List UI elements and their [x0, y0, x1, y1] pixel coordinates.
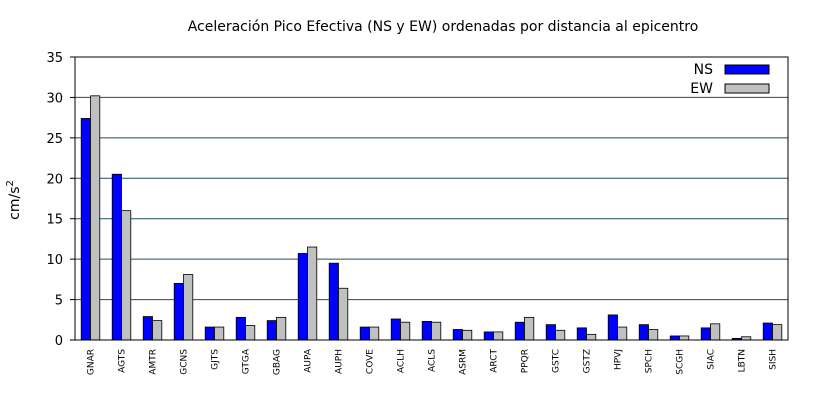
bar-ew-siac: [710, 323, 721, 341]
bar-ns-agts: [111, 173, 122, 341]
legend-swatch-ew: [724, 83, 770, 94]
bar-ns-asrm: [452, 329, 463, 341]
x-tick-label: GNAR: [87, 349, 97, 375]
x-axis: GNAR AGTS AMTR GCNS GJTS GTGA GBAG AUPA AUPH COVE…: [87, 348, 779, 375]
legend-label-ns: NS: [694, 62, 713, 78]
legend: NS EW: [690, 62, 770, 97]
x-tick-label: GBAG: [273, 349, 283, 375]
x-tick-label: PPQR: [521, 349, 531, 373]
y-tick-label: 25: [46, 132, 63, 147]
chart-title: Aceleración Pico Efectiva (NS y EW) orde…: [188, 19, 699, 35]
bar-ew-scgh: [679, 335, 690, 341]
y-axis-label: cm/s2: [5, 180, 23, 220]
bar-ns-cove: [359, 326, 370, 341]
x-tick-label: SIAC: [707, 349, 717, 370]
legend-label-ew: EW: [690, 81, 713, 97]
plot-frame: [74, 56, 789, 341]
bar-ns-auph: [328, 262, 339, 341]
bar-ns-sish: [762, 322, 773, 341]
x-tick-label: GSTZ: [583, 349, 593, 373]
bar-ns-ppqr: [514, 321, 525, 341]
y-axis: 0 5 10 15 20 25 30 35: [46, 51, 75, 349]
bar-ns-scgh: [669, 335, 680, 341]
bar-ns-gstc: [545, 324, 556, 341]
bar-ew-gbag: [276, 316, 287, 341]
bar-ew-gnar: [90, 95, 101, 341]
bar-ns-gcns: [173, 282, 184, 341]
bar-ew-ppqr: [524, 316, 535, 341]
x-tick-label: AMTR: [149, 349, 159, 375]
bars: [80, 95, 783, 341]
bar-ns-hpvj: [607, 314, 618, 341]
y-tick-label: 20: [46, 172, 63, 187]
bar-ew-acls: [431, 321, 442, 341]
bar-ns-gjts: [204, 326, 215, 341]
x-tick-label: COVE: [366, 349, 376, 374]
x-tick-label: GTGA: [242, 348, 252, 374]
x-tick-label: SISH: [769, 349, 779, 370]
bar-ns-amtr: [142, 316, 153, 341]
bar-ew-gtga: [245, 325, 256, 341]
x-tick-label: SCGH: [676, 349, 686, 375]
y-tick-label: 35: [46, 51, 63, 66]
bar-ew-aclh: [400, 321, 411, 341]
bar-ns-aupa: [297, 253, 308, 341]
bar-ns-gnar: [80, 118, 91, 341]
bar-ew-cove: [369, 326, 380, 341]
x-tick-label: LBTN: [738, 349, 748, 372]
bar-ew-gjts: [214, 326, 225, 341]
bar-ew-gcns: [183, 274, 194, 341]
bar-ew-hpvj: [617, 326, 628, 341]
x-tick-label: GJTS: [211, 349, 221, 370]
x-tick-label: ACLH: [397, 349, 407, 373]
bar-ew-aupa: [307, 246, 318, 341]
y-tick-label: 5: [55, 294, 63, 309]
x-tick-label: HPVJ: [614, 349, 624, 370]
bar-ew-agts: [121, 210, 132, 341]
bar-ns-aclh: [390, 318, 401, 341]
bar-ew-arct: [493, 331, 504, 341]
grid: [75, 96, 788, 301]
y-tick-label: 10: [46, 253, 63, 268]
bar-ns-siac: [700, 327, 711, 341]
bar-ns-spch: [638, 324, 649, 341]
bar-ew-amtr: [152, 320, 163, 341]
x-tick-label: AGTS: [118, 349, 128, 373]
x-tick-label: AUPH: [335, 349, 345, 374]
x-tick-label: SPCH: [645, 349, 655, 373]
legend-swatch-ns: [724, 64, 770, 75]
x-tick-label: ACLS: [428, 349, 438, 372]
bar-ns-gtga: [235, 316, 246, 341]
bar-ew-sish: [772, 324, 783, 341]
y-tick-label: 0: [55, 334, 63, 349]
x-tick-label: AUPA: [304, 348, 314, 373]
bar-ew-auph: [338, 287, 349, 341]
bar-ns-acls: [421, 321, 432, 341]
bar-ew-gstc: [555, 329, 566, 341]
bar-ns-gbag: [266, 320, 277, 341]
x-tick-label: GSTC: [552, 349, 562, 373]
bar-ew-gstz: [586, 333, 597, 341]
bar-ns-arct: [483, 331, 494, 341]
y-tick-label: 30: [46, 91, 63, 106]
x-tick-label: ARCT: [490, 349, 500, 373]
x-tick-label: ASRM: [459, 349, 469, 375]
x-tick-label: GCNS: [180, 349, 190, 375]
bar-ew-asrm: [462, 329, 473, 341]
bar-ew-spch: [648, 329, 659, 341]
y-tick-label: 15: [46, 213, 63, 228]
bar-ns-gstz: [576, 327, 587, 341]
